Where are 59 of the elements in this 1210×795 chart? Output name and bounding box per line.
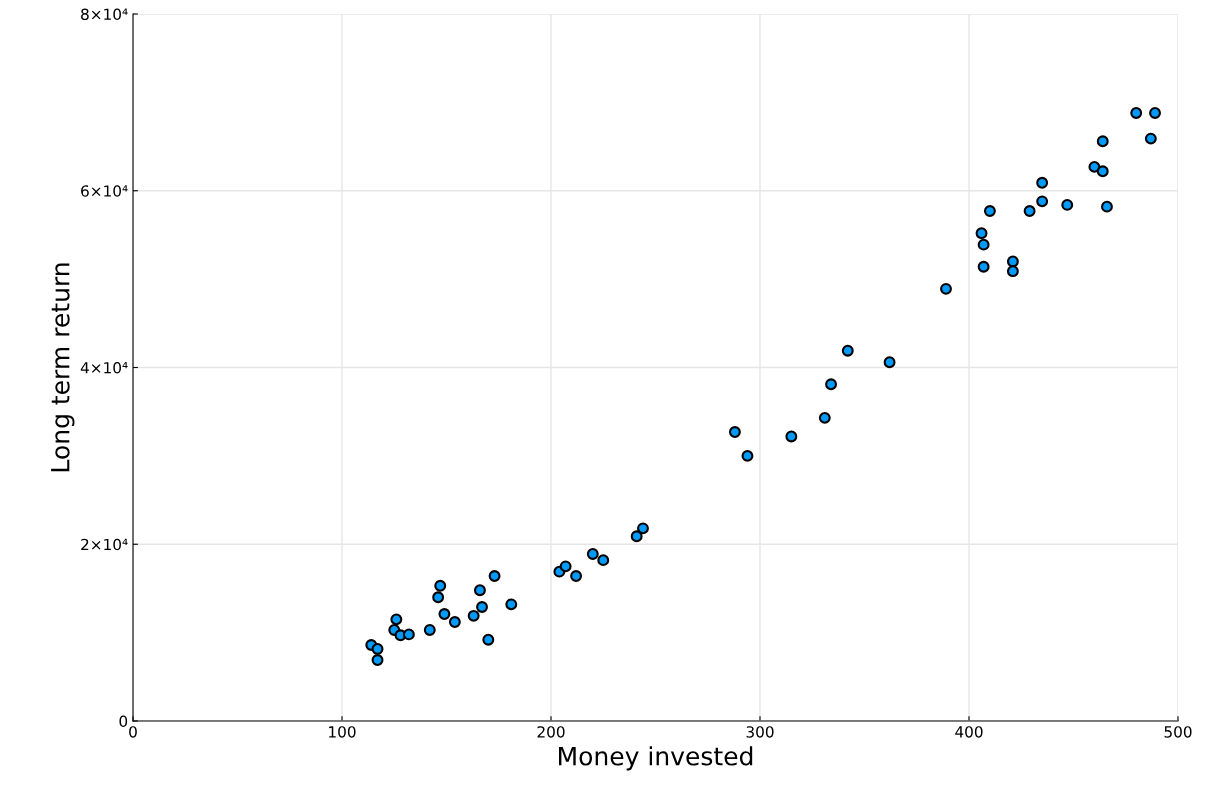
y-axis-title: Long term return (51, 263, 75, 472)
y-tick-label: 0 (119, 715, 128, 728)
point (482, 633, 495, 646)
point (1096, 135, 1109, 148)
point (1088, 160, 1101, 173)
point (741, 449, 754, 462)
y-tick-label: 4×10⁴ (80, 361, 128, 374)
point (505, 598, 518, 611)
point (1006, 255, 1019, 268)
point (371, 643, 384, 655)
point (1006, 265, 1019, 278)
point (448, 616, 461, 628)
point (1149, 107, 1161, 119)
x-tick-label: 0 (129, 726, 137, 738)
y-tick-label: 6×10⁴ (81, 185, 128, 197)
point (1061, 198, 1074, 211)
point (402, 628, 415, 641)
point (371, 654, 384, 666)
point (883, 356, 896, 369)
x-tick-label: 500 (1164, 726, 1192, 738)
y-tick-label: 2×10⁴ (81, 538, 128, 551)
point (473, 584, 486, 597)
point (1036, 195, 1049, 208)
point (559, 560, 572, 573)
x-tick-label: 200 (537, 726, 565, 738)
point (818, 411, 831, 424)
point (1023, 205, 1036, 218)
point (630, 530, 643, 543)
point (438, 608, 451, 621)
point (940, 282, 952, 295)
point (570, 570, 583, 583)
point (586, 548, 599, 560)
point (977, 238, 990, 251)
point (1096, 165, 1109, 178)
x-tick-label: 400 (955, 726, 983, 738)
point (423, 624, 436, 636)
x-tick-label: 300 (746, 726, 774, 738)
point (983, 205, 996, 218)
point (1036, 176, 1049, 189)
x-axis-title: Money invested (559, 746, 753, 771)
point (1130, 107, 1143, 119)
point (432, 591, 445, 604)
point (597, 554, 610, 567)
point (476, 601, 488, 613)
x-tick-label: 100 (329, 726, 356, 738)
point (728, 426, 741, 438)
point (975, 227, 988, 240)
point (841, 344, 854, 357)
point (390, 613, 403, 626)
point (467, 609, 480, 622)
point (1100, 200, 1113, 213)
point (825, 378, 838, 391)
point (785, 430, 798, 443)
point (434, 579, 447, 592)
y-tick-label: 8×10⁴ (81, 8, 128, 21)
point (488, 570, 501, 583)
point (977, 260, 990, 273)
point (637, 522, 649, 535)
point (1144, 132, 1157, 145)
